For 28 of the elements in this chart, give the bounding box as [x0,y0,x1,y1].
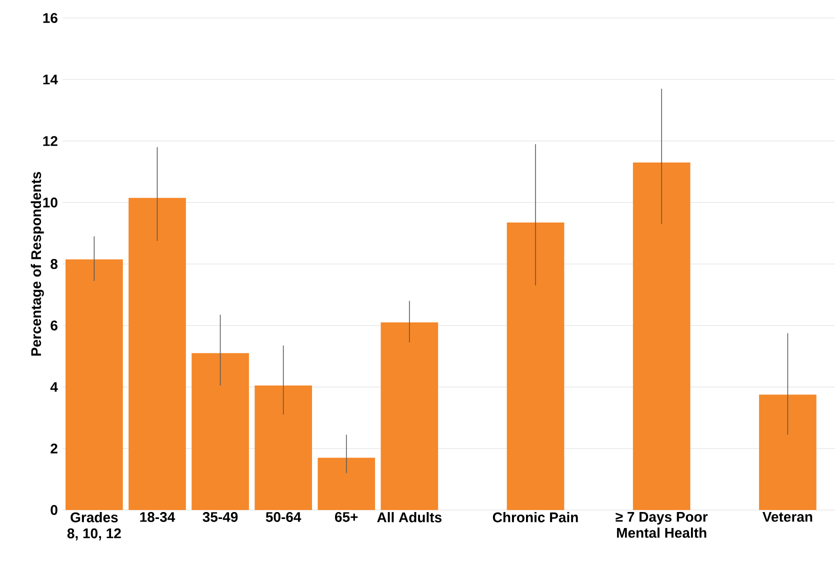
y-tick-label: 8 [50,259,58,270]
x-tick-label: All Adults [377,512,442,522]
x-tick-label: 18-34 [140,512,176,522]
x-tick-label: ≥ 7 Days Poor Mental Health [616,512,708,538]
x-tick-label: Grades 8, 10, 12 [67,512,121,541]
bar [632,162,690,510]
bar [506,222,564,510]
bar [66,260,123,510]
bar [380,322,438,510]
y-axis-title: Percentage of Respondents [30,172,44,356]
bar [128,198,186,510]
y-tick-label: 14 [43,74,58,84]
x-tick-label: Chronic Pain [492,512,578,522]
bar [318,458,376,510]
y-tick-label: 16 [43,13,58,24]
y-tick-label: 2 [50,444,58,454]
x-tick-label: Veteran [762,512,812,522]
bar [759,394,816,510]
x-tick-label: 35-49 [202,512,238,522]
x-tick-label: 50-64 [266,512,302,522]
y-tick-label: 0 [50,505,58,516]
bar [254,386,312,510]
x-tick-label: 65+ [335,512,358,522]
y-tick-label: 4 [50,382,58,392]
y-tick-label: 12 [43,136,58,146]
y-tick-label: 6 [50,320,58,331]
y-tick-label: 10 [43,198,58,208]
bar [192,353,249,510]
